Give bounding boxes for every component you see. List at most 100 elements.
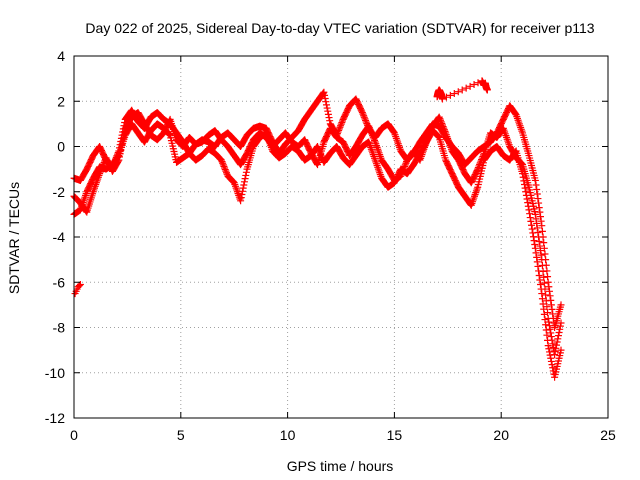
data-point: [483, 86, 491, 94]
grid-lines: [74, 56, 608, 418]
data-point: [551, 351, 559, 359]
data-point: [523, 195, 531, 203]
data-point: [547, 301, 555, 309]
data-point: [118, 140, 126, 148]
y-tick-label: 4: [57, 48, 65, 64]
data-point: [367, 127, 375, 135]
data-point: [533, 185, 541, 193]
data-point: [528, 221, 536, 229]
data-point: [240, 181, 248, 189]
data-point: [538, 256, 546, 264]
data-point: [533, 190, 541, 198]
data-point: [547, 333, 555, 341]
data-point: [437, 118, 445, 126]
y-tick-label: -8: [53, 320, 66, 336]
data-point: [477, 157, 485, 165]
data-point: [121, 128, 129, 136]
data-point: [546, 292, 554, 300]
data-point: [366, 125, 374, 133]
data-point: [544, 273, 552, 281]
data-point: [435, 133, 443, 141]
axis-ticks: 0 5 10 15 20 25 -12 -10 -8 -6 -4 -2 0 2 4: [45, 48, 616, 443]
data-point: [76, 281, 84, 289]
data-point: [96, 168, 104, 176]
x-tick-label: 15: [387, 427, 403, 443]
data-point: [114, 157, 122, 165]
data-point: [531, 176, 539, 184]
data-point: [336, 123, 344, 131]
data-point: [397, 170, 405, 178]
data-point: [530, 237, 538, 245]
data-point: [424, 135, 432, 143]
data-point: [534, 195, 542, 203]
data-point: [557, 346, 565, 354]
data-point: [359, 110, 367, 118]
data-point: [401, 162, 409, 170]
data-point: [533, 258, 541, 266]
data-point: [426, 130, 434, 138]
data-point: [542, 297, 550, 305]
data-point: [75, 282, 83, 290]
chart-title: Day 022 of 2025, Sidereal Day-to-day VTE…: [85, 20, 594, 36]
data-point: [538, 227, 546, 235]
y-tick-label: -2: [53, 184, 66, 200]
data-point: [399, 167, 407, 175]
data-point: [522, 188, 530, 196]
data-point: [98, 165, 106, 173]
data-point: [541, 316, 549, 324]
data-point: [554, 335, 562, 343]
data-point: [322, 101, 330, 109]
data-point: [442, 93, 450, 101]
data-point: [368, 130, 376, 138]
data-point: [117, 143, 125, 151]
data-point: [434, 132, 442, 140]
data-point: [362, 118, 370, 126]
data-point: [361, 115, 369, 123]
data-point: [533, 253, 541, 261]
data-point: [528, 225, 536, 233]
data-point: [450, 90, 458, 98]
data-point: [535, 238, 543, 246]
data-point: [557, 319, 565, 327]
data-point: [541, 285, 549, 293]
data-point: [99, 162, 107, 170]
data-point: [527, 217, 535, 225]
data-point: [517, 159, 525, 167]
data-point: [541, 250, 549, 258]
data-point: [119, 137, 127, 145]
data-point: [542, 326, 550, 334]
data-point: [526, 210, 534, 218]
data-point: [476, 159, 484, 167]
data-point: [322, 98, 330, 106]
data-point: [438, 121, 446, 129]
data-point: [540, 273, 548, 281]
data-point: [538, 290, 546, 298]
data-point: [326, 117, 334, 125]
data-point: [435, 113, 443, 121]
data-point: [217, 156, 225, 164]
data-point: [548, 361, 556, 369]
data-point: [241, 175, 249, 183]
data-point: [116, 150, 124, 158]
data-point: [525, 206, 533, 214]
data-point: [324, 110, 332, 118]
data-point: [237, 197, 245, 205]
data-point: [427, 127, 435, 135]
data-point: [538, 295, 546, 303]
data-point: [239, 187, 247, 195]
data-point: [552, 344, 560, 352]
data-point: [537, 281, 545, 289]
data-point: [117, 147, 125, 155]
data-point: [369, 132, 377, 140]
data-point: [440, 124, 448, 132]
data-point: [540, 239, 548, 247]
data-point: [337, 120, 345, 128]
x-tick-label: 5: [177, 427, 185, 443]
data-point: [545, 283, 553, 291]
data-point: [554, 332, 562, 340]
data-point: [537, 213, 545, 221]
y-tick-label: -4: [53, 229, 66, 245]
data-point: [532, 181, 540, 189]
data-point: [458, 86, 466, 94]
